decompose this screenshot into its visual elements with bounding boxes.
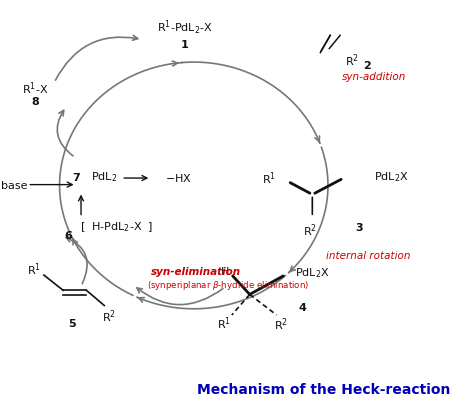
Text: 2: 2	[363, 61, 371, 71]
Text: PdL$_2$X: PdL$_2$X	[295, 265, 329, 279]
Text: syn-elimination: syn-elimination	[151, 266, 241, 276]
Text: 3: 3	[356, 223, 363, 233]
Text: PdL$_2$X: PdL$_2$X	[374, 170, 409, 183]
Text: PdL$_2$: PdL$_2$	[91, 170, 117, 184]
Text: internal rotation: internal rotation	[326, 251, 411, 261]
Text: $-$HX: $-$HX	[164, 172, 191, 184]
Text: 8: 8	[31, 97, 39, 107]
Text: 1: 1	[181, 40, 189, 50]
Text: base: base	[1, 180, 28, 190]
Text: 7: 7	[72, 173, 80, 183]
Text: syn-addition: syn-addition	[341, 72, 406, 82]
Text: Mechanism of the Heck-reaction: Mechanism of the Heck-reaction	[197, 382, 450, 396]
Text: 6: 6	[64, 230, 73, 240]
Text: R$^1$: R$^1$	[217, 315, 231, 332]
Text: R$^2$: R$^2$	[274, 316, 288, 332]
Text: R$^1$-X: R$^1$-X	[21, 80, 48, 97]
Text: 4: 4	[299, 302, 307, 312]
Text: 5: 5	[68, 318, 76, 328]
Text: R$^2$: R$^2$	[345, 52, 359, 69]
Text: R$^2$: R$^2$	[102, 308, 116, 324]
Text: R$^1$-PdL$_2$-X: R$^1$-PdL$_2$-X	[157, 19, 213, 37]
Text: R$^1$: R$^1$	[27, 261, 41, 278]
Text: R$^1$: R$^1$	[263, 169, 276, 186]
Text: $[$  H-PdL$_2$-X  $]$: $[$ H-PdL$_2$-X $]$	[80, 219, 153, 233]
Text: R$^2$: R$^2$	[303, 222, 317, 238]
Text: (synperiplanar $\beta$-hydride elimination): (synperiplanar $\beta$-hydride eliminati…	[147, 278, 309, 291]
Text: H: H	[220, 266, 229, 276]
